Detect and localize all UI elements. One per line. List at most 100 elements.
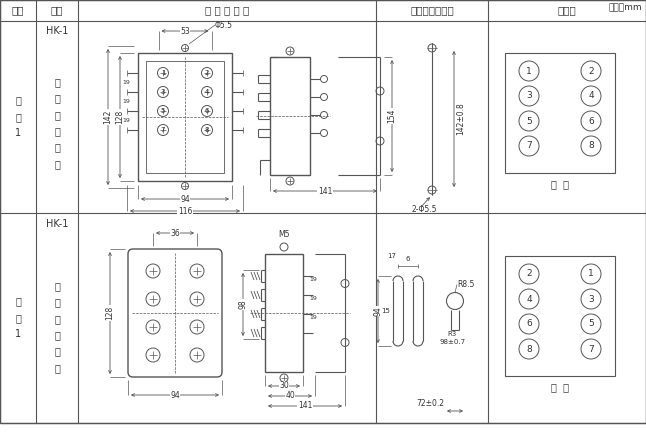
Text: 40: 40 — [285, 392, 295, 400]
Text: 154: 154 — [388, 109, 397, 123]
Circle shape — [519, 61, 539, 81]
Circle shape — [146, 292, 160, 306]
Bar — [146, 61, 224, 173]
Text: 141: 141 — [298, 401, 312, 411]
Circle shape — [202, 67, 213, 78]
Bar — [505, 256, 615, 376]
Text: 19: 19 — [122, 80, 130, 85]
Text: 图号: 图号 — [12, 5, 25, 15]
Text: 1: 1 — [526, 67, 532, 75]
Circle shape — [519, 314, 539, 334]
Text: 5: 5 — [588, 319, 594, 329]
Text: 结构: 结构 — [51, 5, 63, 15]
Circle shape — [581, 264, 601, 284]
Text: 前  视: 前 视 — [551, 179, 569, 189]
Circle shape — [376, 87, 384, 95]
Text: 19: 19 — [122, 99, 130, 104]
Text: 2-Φ5.5: 2-Φ5.5 — [412, 205, 437, 214]
Text: 5: 5 — [526, 116, 532, 126]
Text: 17: 17 — [388, 253, 397, 259]
Bar — [265, 254, 303, 372]
Text: 36: 36 — [170, 228, 180, 238]
Text: 98: 98 — [238, 300, 247, 309]
Text: 19: 19 — [122, 118, 130, 123]
Circle shape — [581, 289, 601, 309]
Circle shape — [280, 243, 288, 251]
Circle shape — [581, 61, 601, 81]
Circle shape — [581, 339, 601, 359]
Circle shape — [146, 320, 160, 334]
Text: 142: 142 — [103, 110, 112, 124]
Circle shape — [519, 289, 539, 309]
Circle shape — [341, 280, 349, 288]
Circle shape — [202, 86, 213, 97]
Circle shape — [519, 264, 539, 284]
Text: 53: 53 — [180, 26, 190, 35]
Circle shape — [376, 137, 384, 145]
Text: HK-1: HK-1 — [46, 26, 68, 36]
Text: 3: 3 — [526, 91, 532, 101]
Circle shape — [280, 374, 288, 382]
Text: 94: 94 — [373, 306, 382, 316]
Circle shape — [320, 93, 328, 101]
Text: 30: 30 — [279, 381, 289, 390]
Text: 72±0.2: 72±0.2 — [416, 399, 444, 407]
Circle shape — [320, 75, 328, 82]
Text: 7: 7 — [526, 142, 532, 150]
Circle shape — [519, 86, 539, 106]
Text: 2: 2 — [589, 67, 594, 75]
Text: 19: 19 — [309, 296, 317, 301]
Circle shape — [158, 67, 169, 78]
Circle shape — [202, 124, 213, 135]
Text: 98±0.7: 98±0.7 — [440, 340, 466, 345]
Bar — [270, 57, 310, 175]
Text: 4: 4 — [589, 91, 594, 101]
Text: 6: 6 — [205, 108, 209, 114]
Text: 6: 6 — [588, 116, 594, 126]
Circle shape — [341, 339, 349, 347]
Text: 1: 1 — [588, 269, 594, 279]
Circle shape — [320, 130, 328, 137]
Circle shape — [581, 111, 601, 131]
Text: 94: 94 — [170, 390, 180, 400]
Text: 7: 7 — [161, 127, 165, 133]
Text: 7: 7 — [588, 344, 594, 354]
Circle shape — [428, 186, 436, 194]
Bar — [138, 53, 232, 181]
Text: 116: 116 — [178, 206, 193, 216]
Circle shape — [519, 339, 539, 359]
Text: 6: 6 — [526, 319, 532, 329]
Text: Φ5.5: Φ5.5 — [215, 20, 233, 30]
Bar — [505, 53, 615, 173]
Text: 142±0.8: 142±0.8 — [456, 103, 465, 135]
Text: 8: 8 — [205, 127, 209, 133]
Circle shape — [519, 136, 539, 156]
Text: 附
图
1: 附 图 1 — [15, 96, 21, 138]
Text: 2: 2 — [205, 70, 209, 76]
Circle shape — [286, 47, 294, 55]
Circle shape — [286, 177, 294, 185]
Text: 8: 8 — [526, 344, 532, 354]
Text: 6: 6 — [406, 256, 410, 262]
Text: 安装开孔尺寸图: 安装开孔尺寸图 — [410, 5, 454, 15]
Text: 4: 4 — [526, 295, 532, 303]
Circle shape — [581, 314, 601, 334]
Text: 8: 8 — [588, 142, 594, 150]
Circle shape — [146, 264, 160, 278]
Text: 141: 141 — [318, 187, 332, 195]
Circle shape — [320, 112, 328, 119]
Circle shape — [190, 292, 204, 306]
Text: 19: 19 — [309, 277, 317, 282]
Text: 背  视: 背 视 — [551, 382, 569, 392]
Text: 19: 19 — [309, 315, 317, 320]
Text: 3: 3 — [588, 295, 594, 303]
Text: R8.5: R8.5 — [457, 280, 474, 289]
Text: 3: 3 — [161, 89, 165, 95]
Text: HK-1: HK-1 — [46, 219, 68, 229]
Text: 1: 1 — [161, 70, 165, 76]
Text: 15: 15 — [381, 308, 390, 314]
Circle shape — [428, 44, 436, 52]
Text: 94: 94 — [180, 194, 190, 203]
Circle shape — [581, 86, 601, 106]
Circle shape — [581, 136, 601, 156]
